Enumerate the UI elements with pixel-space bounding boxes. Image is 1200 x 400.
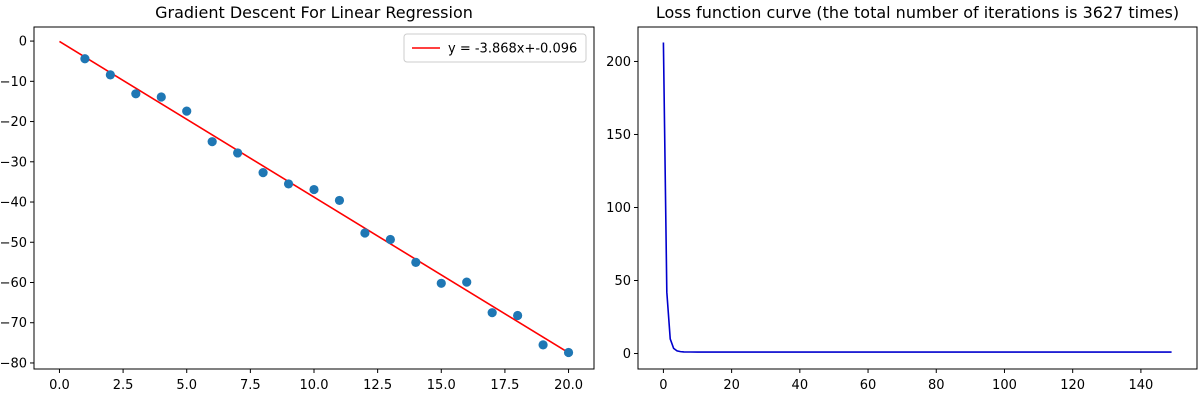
x-tick-label: 5.0 xyxy=(176,378,197,393)
plot-frame xyxy=(637,26,1198,370)
y-tick-label: 200 xyxy=(606,55,631,70)
chart-1: Gradient Descent For Linear Regression 0.… xyxy=(0,3,595,393)
x-tick-label: 7.5 xyxy=(240,378,261,393)
y-tick-label: −80 xyxy=(0,356,27,371)
x-tick-label: 80 xyxy=(928,378,945,393)
x-tick-label: 0 xyxy=(659,378,667,393)
data-point xyxy=(258,168,268,178)
y-tick-label: 0 xyxy=(623,347,631,362)
legend-label: y = -3.868x+-0.096 xyxy=(448,42,577,57)
data-point xyxy=(563,347,574,358)
y-tick-label: −60 xyxy=(0,276,27,291)
data-point xyxy=(80,54,90,64)
x-tick-label: 20 xyxy=(723,378,740,393)
data-point xyxy=(538,340,548,350)
data-point xyxy=(182,106,192,116)
data-point xyxy=(131,89,141,99)
y-tick-label: −20 xyxy=(0,115,27,130)
y-tick-label: −70 xyxy=(0,316,27,331)
data-point xyxy=(309,184,319,195)
y-tick-label: −40 xyxy=(0,196,27,211)
data-point xyxy=(207,137,217,147)
x-tick-label: 40 xyxy=(792,378,809,393)
data-point xyxy=(462,277,472,287)
x-tick-label: 0.0 xyxy=(49,378,70,393)
data-point xyxy=(411,257,421,267)
x-tick-label: 60 xyxy=(860,378,877,393)
chart-2: Loss function curve (the total number of… xyxy=(606,3,1198,393)
y-tick-label: −50 xyxy=(0,236,27,251)
chart-title: Loss function curve (the total number of… xyxy=(656,3,1179,22)
y-tick-label: −30 xyxy=(0,155,27,170)
y-tick-label: 0 xyxy=(19,35,27,50)
y-tick-label: 150 xyxy=(606,128,631,143)
x-tick-label: 17.5 xyxy=(490,378,519,393)
x-tick-label: 120 xyxy=(1060,378,1085,393)
data-point xyxy=(283,179,294,189)
x-tick-label: 12.5 xyxy=(363,378,392,393)
y-tick-label: 50 xyxy=(614,274,631,289)
x-tick-label: 100 xyxy=(992,378,1017,393)
x-tick-label: 20.0 xyxy=(554,378,583,393)
series-line xyxy=(662,42,1172,353)
x-tick-label: 10.0 xyxy=(300,378,329,393)
y-tick-label: −10 xyxy=(0,75,27,90)
legend: y = -3.868x+-0.096 xyxy=(403,33,587,63)
x-tick-label: 2.5 xyxy=(113,378,134,393)
data-point xyxy=(487,308,497,318)
y-tick-label: 100 xyxy=(606,201,631,216)
plot-frame xyxy=(33,26,595,370)
data-point xyxy=(360,228,370,238)
data-point xyxy=(233,148,243,158)
data-point xyxy=(334,195,345,206)
data-point xyxy=(385,234,395,245)
x-tick-label: 15.0 xyxy=(427,378,456,393)
data-point xyxy=(105,70,115,80)
series-line xyxy=(59,40,569,354)
chart-title: Gradient Descent For Linear Regression xyxy=(155,3,473,22)
data-point xyxy=(436,278,446,288)
x-tick-label: 140 xyxy=(1128,378,1153,393)
data-point xyxy=(156,92,166,102)
data-point xyxy=(513,310,523,321)
legend-box xyxy=(403,33,587,63)
